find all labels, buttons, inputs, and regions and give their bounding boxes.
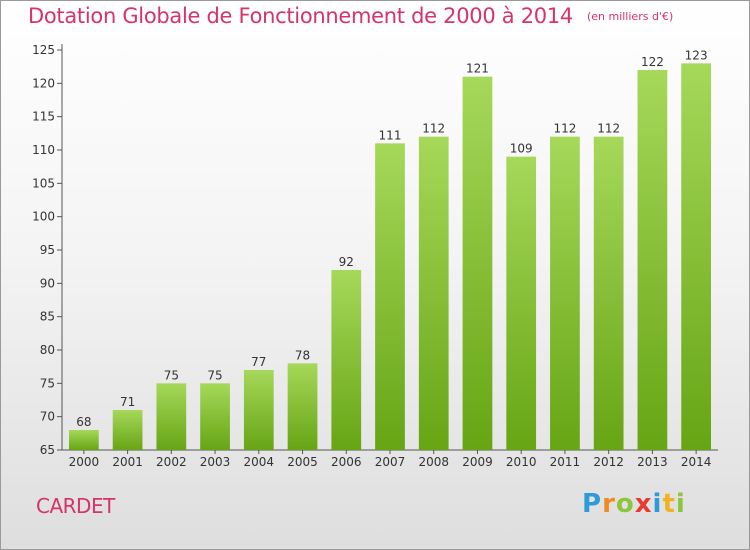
data-label-2011: 112 [553,122,576,136]
x-tick-label-2000: 2000 [69,455,100,469]
bar-2014 [681,63,712,450]
data-label-2003: 75 [207,368,222,382]
bar-2011 [550,136,580,450]
x-tick-label-2008: 2008 [418,455,449,469]
y-tick-label: 65 [40,443,55,457]
proxiti-logo: Proxiti [582,489,686,519]
x-tick-label-2007: 2007 [375,455,406,469]
data-label-2000: 68 [76,415,91,429]
x-tick-label-2014: 2014 [681,455,712,469]
x-tick-label-2003: 2003 [200,455,231,469]
chart-subtitle: (en milliers d'€) [586,10,674,23]
data-label-2006: 92 [339,255,354,269]
chart-title-text: Dotation Globale de Fonctionnement de 20… [28,4,573,28]
bar-2005 [287,363,318,450]
y-tick-label: 80 [40,343,55,357]
data-label-2014: 123 [685,48,708,62]
data-label-2010: 109 [510,142,533,156]
bar-2009 [462,76,493,451]
data-label-2001: 71 [120,395,135,409]
bar-2004 [243,370,274,450]
data-label-2008: 112 [422,122,445,136]
y-tick-label: 85 [40,310,55,324]
bar-2002 [156,383,187,450]
chart-title: Dotation Globale de Fonctionnement de 20… [28,4,673,28]
y-tick-label: 100 [32,210,55,224]
bar-2000 [68,430,99,450]
y-tick-label: 110 [32,143,55,157]
bar-2010 [506,156,537,450]
y-tick-label: 70 [40,410,55,424]
data-label-2002: 75 [164,368,179,382]
x-tick-label-2011: 2011 [550,455,581,469]
x-tick-label-2013: 2013 [637,455,668,469]
data-label-2009: 121 [466,62,489,76]
x-tick-label-2002: 2002 [156,455,187,469]
bar-2013 [637,70,668,450]
bar-2006 [331,270,362,450]
x-tick-label-2012: 2012 [593,455,624,469]
bar-2007 [375,143,405,451]
data-label-2005: 78 [295,348,310,362]
data-label-2012: 112 [597,122,620,136]
y-tick-label: 125 [32,43,55,57]
y-tick-label: 95 [40,243,55,257]
y-tick-label: 75 [40,376,55,390]
y-tick-label: 115 [32,110,55,124]
data-label-2007: 111 [379,128,402,142]
bar-2001 [112,410,143,450]
x-tick-label-2001: 2001 [112,455,143,469]
bar-2008 [418,136,449,450]
bar-2012 [593,136,624,450]
y-tick-label: 120 [32,76,55,90]
data-label-2013: 122 [641,55,664,69]
x-tick-label-2006: 2006 [331,455,362,469]
x-tick-label-2005: 2005 [287,455,318,469]
y-tick-label: 105 [32,176,55,190]
x-tick-label-2004: 2004 [244,455,275,469]
data-label-2004: 77 [251,355,266,369]
x-tick-label-2010: 2010 [506,455,537,469]
bar-2003 [200,383,230,450]
commune-name: CARDET [36,494,115,518]
y-tick-label: 90 [40,276,55,290]
x-tick-label-2009: 2009 [462,455,493,469]
